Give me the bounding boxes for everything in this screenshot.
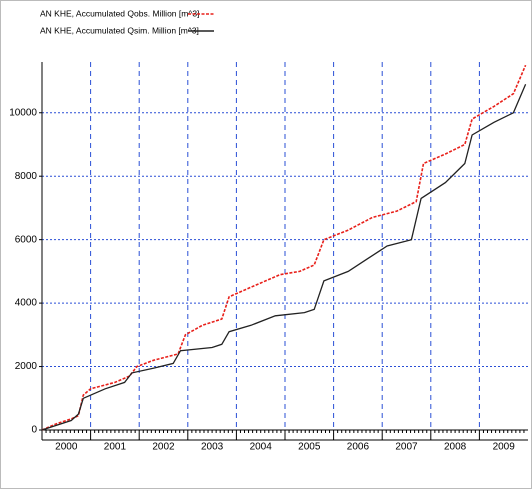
x-tick-label: 2008 [444,442,467,453]
x-tick-label: 2001 [104,442,127,453]
x-tick-label: 2000 [55,442,78,453]
x-tick-label: 2005 [298,442,321,453]
y-tick-label: 2000 [15,361,38,372]
x-tick-label: 2004 [250,442,273,453]
y-tick-label: 6000 [15,234,38,245]
y-tick-label: 10000 [9,107,37,118]
legend-label: AN KHE, Accumulated Qsim. Million [m^3] [40,25,199,35]
series-line [41,64,527,431]
x-tick-label: 2002 [152,442,175,453]
x-tick-label: 2007 [395,442,418,453]
y-tick-label: 0 [31,425,37,436]
x-tick-label: 2006 [347,442,370,453]
y-tick-label: 4000 [15,298,38,309]
legend-label: AN KHE, Accumulated Qobs. Million [m^3] [40,8,199,18]
y-tick-label: 8000 [15,171,38,182]
x-tick-label: 2003 [201,442,224,453]
series-line [41,83,527,431]
x-tick-label: 2009 [493,442,516,453]
